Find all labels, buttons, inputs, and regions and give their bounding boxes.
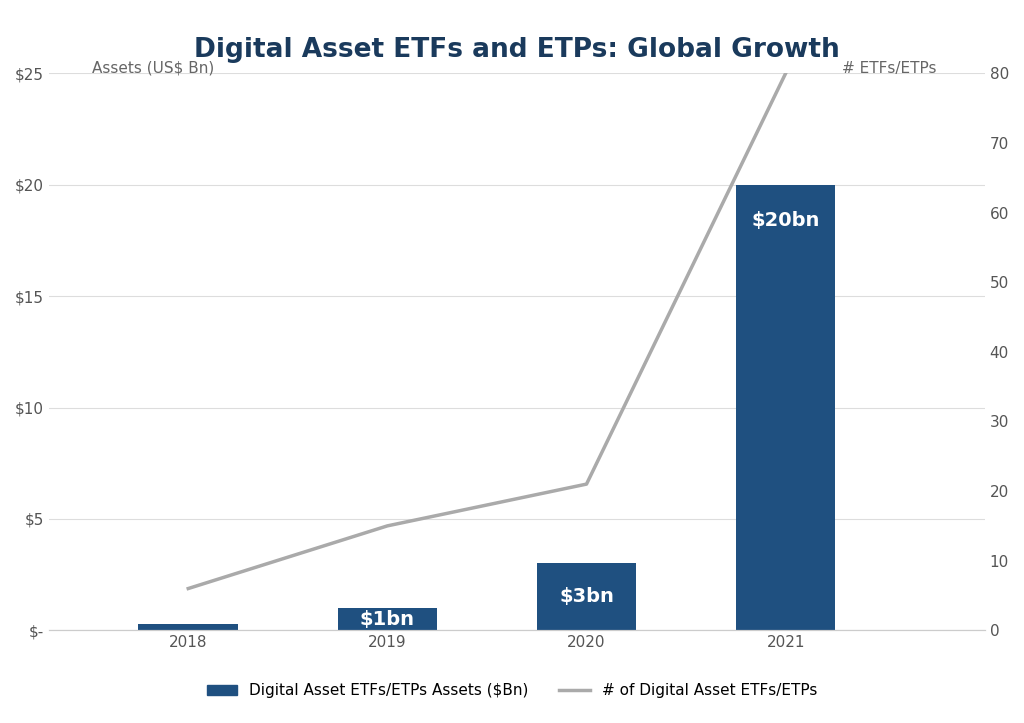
Text: Assets (US$ Bn): Assets (US$ Bn) — [92, 61, 214, 76]
Text: $1bn: $1bn — [359, 609, 415, 629]
Bar — [736, 185, 836, 630]
Title: Digital Asset ETFs and ETPs: Global Growth: Digital Asset ETFs and ETPs: Global Grow… — [194, 37, 840, 63]
Text: # ETFs/ETPs: # ETFs/ETPs — [843, 61, 937, 76]
Text: $3bn: $3bn — [559, 587, 614, 607]
Bar — [537, 563, 636, 630]
Bar — [138, 624, 238, 630]
Legend: Digital Asset ETFs/ETPs Assets ($Bn), # of Digital Asset ETFs/ETPs: Digital Asset ETFs/ETPs Assets ($Bn), # … — [201, 677, 823, 704]
Text: $20bn: $20bn — [752, 212, 820, 231]
Bar — [338, 608, 437, 630]
